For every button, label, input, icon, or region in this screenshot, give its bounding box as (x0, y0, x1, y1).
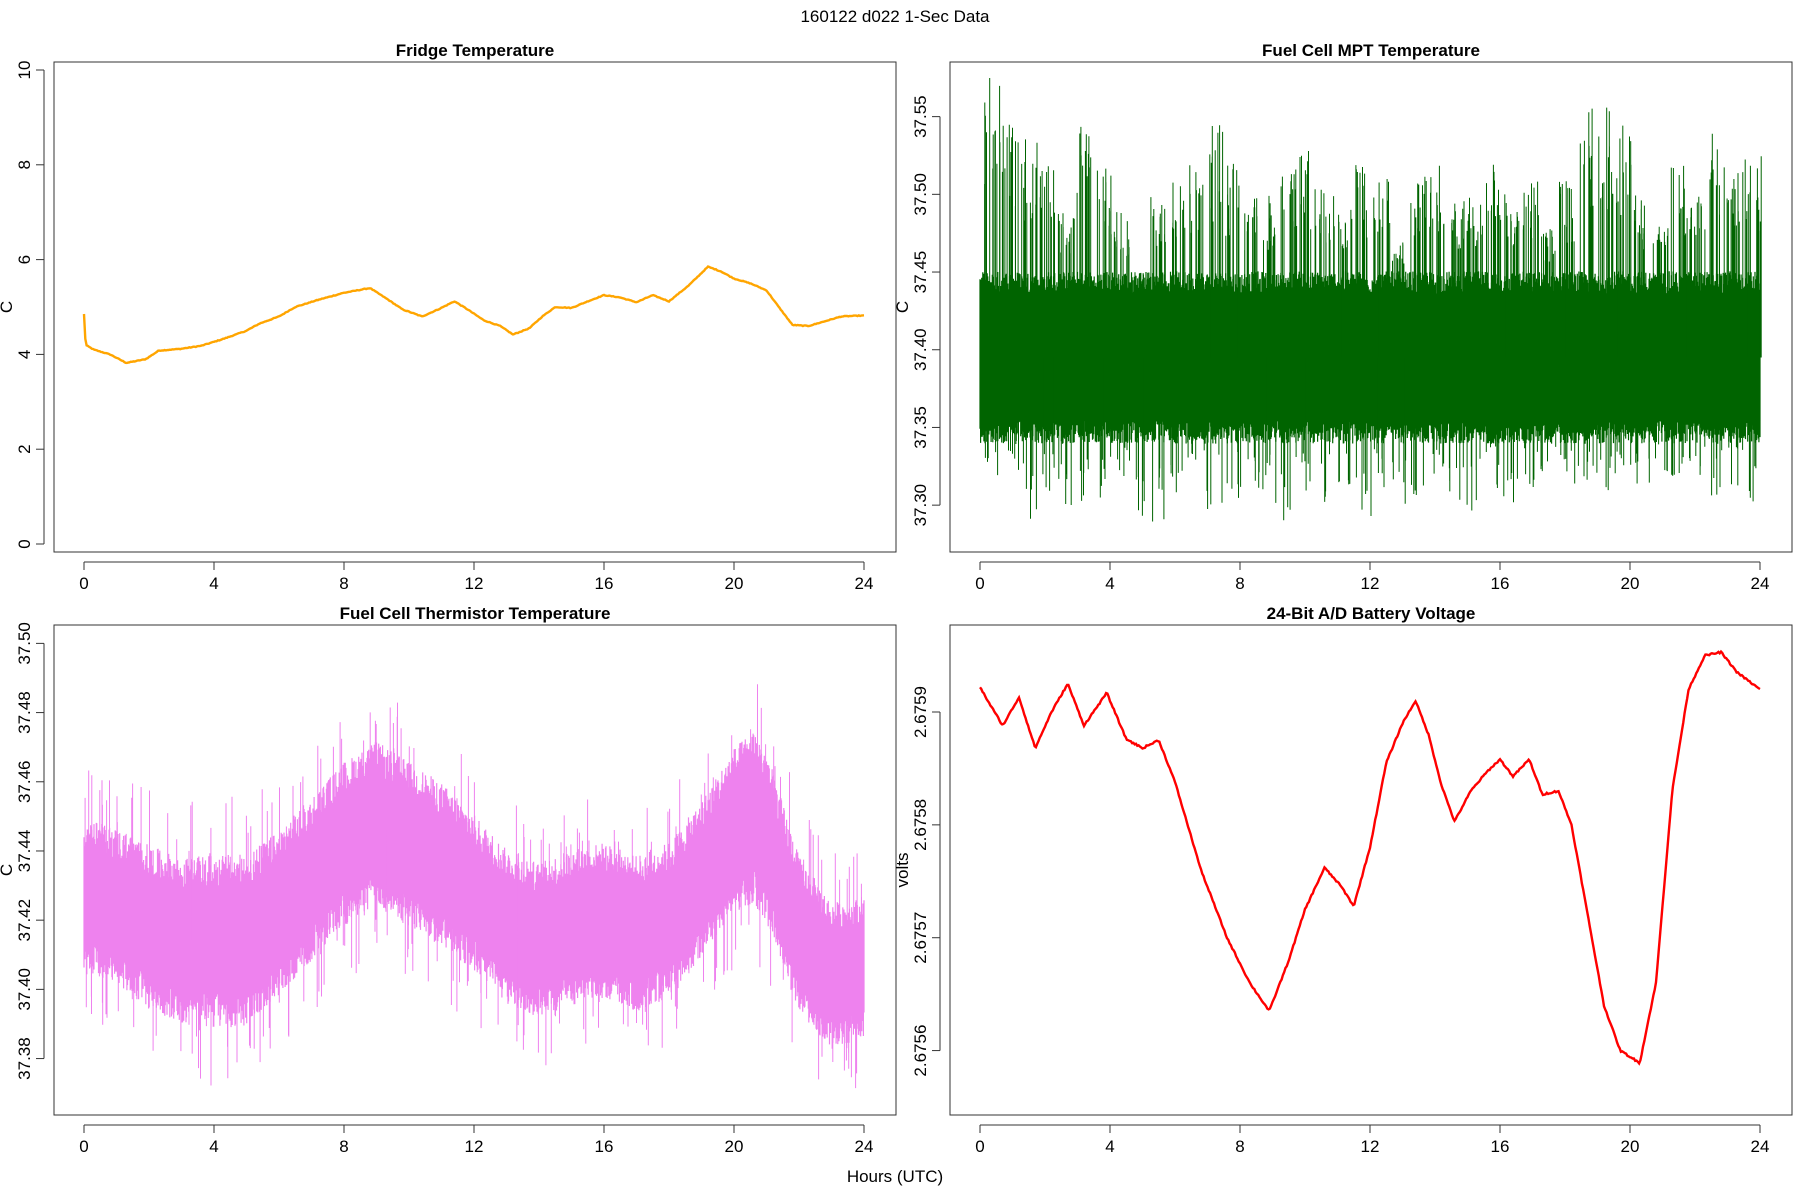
y-tick-label: 37.30 (911, 484, 930, 527)
x-tick-label: 4 (1105, 574, 1114, 593)
x-tick-label: 12 (465, 1137, 484, 1156)
series-line (979, 649, 1761, 1066)
x-tick-label: 24 (1751, 1137, 1770, 1156)
panel-title: Fridge Temperature (396, 41, 554, 60)
y-tick-label: 2.6759 (911, 686, 930, 738)
y-tick-label: 37.42 (15, 899, 34, 942)
x-tick-label: 24 (1751, 574, 1770, 593)
figure-title: 160122 d022 1-Sec Data (800, 7, 990, 26)
y-tick-label: 8 (15, 160, 34, 169)
x-tick-label: 0 (975, 574, 984, 593)
y-axis-label: C (893, 301, 912, 313)
x-tick-label: 0 (79, 1137, 88, 1156)
series-spikes (984, 78, 1762, 522)
panel-fridge-temperature: Fridge TemperatureC048121620240246810 (0, 41, 897, 593)
y-tick-label: 37.50 (911, 173, 930, 216)
plot-frame (949, 624, 1793, 1116)
plot-frame (53, 61, 897, 553)
x-tick-label: 8 (1235, 574, 1244, 593)
x-tick-label: 4 (209, 1137, 218, 1156)
y-tick-label: 37.38 (15, 1037, 34, 1080)
x-tick-label: 20 (1621, 1137, 1640, 1156)
x-tick-label: 16 (595, 574, 614, 593)
y-tick-label: 4 (15, 350, 34, 359)
x-tick-label: 24 (855, 1137, 874, 1156)
y-tick-label: 6 (15, 255, 34, 264)
y-tick-label: 2.6757 (911, 912, 930, 964)
y-tick-label: 2.6758 (911, 799, 930, 851)
series-spikes (84, 684, 862, 1089)
y-tick-label: 0 (15, 539, 34, 548)
x-tick-label: 20 (1621, 574, 1640, 593)
plot-frame (53, 624, 897, 1116)
y-tick-label: 2.6756 (911, 1025, 930, 1077)
y-tick-label: 10 (15, 61, 34, 80)
x-tick-label: 12 (465, 574, 484, 593)
x-tick-label: 4 (209, 574, 218, 593)
x-tick-label: 8 (1235, 1137, 1244, 1156)
panel-battery-voltage: 24-Bit A/D Battery Voltage volts 0 4 8 12 16 20… (893, 604, 1793, 1156)
figure-xlabel: Hours (UTC) (847, 1167, 943, 1186)
x-tick-label: 16 (1491, 1137, 1510, 1156)
series-band (83, 733, 865, 1049)
y-tick-label: 37.46 (15, 761, 34, 804)
y-tick-label: 37.50 (15, 622, 34, 665)
x-tick-label: 12 (1361, 1137, 1380, 1156)
y-tick-label: 37.35 (911, 406, 930, 449)
x-tick-label: 8 (339, 574, 348, 593)
y-tick-label: 37.48 (15, 691, 34, 734)
panel-fuel-cell-mpt-temperature: Fuel Cell MPT Temperature C 0 4 8 12 16 20 24 37.… (893, 41, 1793, 593)
y-tick-label: 2 (15, 444, 34, 453)
x-tick-label: 20 (725, 574, 744, 593)
y-tick-label: 37.45 (911, 251, 930, 294)
series-line (82, 265, 865, 365)
x-tick-label: 16 (595, 1137, 614, 1156)
x-tick-label: 8 (339, 1137, 348, 1156)
x-tick-label: 0 (975, 1137, 984, 1156)
x-tick-label: 16 (1491, 574, 1510, 593)
panel-title: 24-Bit A/D Battery Voltage (1267, 604, 1476, 623)
y-tick-label: 37.55 (911, 95, 930, 138)
y-tick-label: 37.44 (15, 830, 34, 873)
x-tick-label: 4 (1105, 1137, 1114, 1156)
x-tick-label: 0 (79, 574, 88, 593)
y-tick-label: 37.40 (911, 328, 930, 371)
panel-title: Fuel Cell MPT Temperature (1262, 41, 1480, 60)
x-tick-label: 24 (855, 574, 874, 593)
panel-fuel-cell-thermistor-temperature: Fuel Cell Thermistor Temperature C 0 4 8 12 16… (0, 604, 897, 1156)
plot-frame (949, 61, 1793, 553)
y-axis-label: volts (893, 853, 912, 888)
y-axis-label: C (0, 864, 16, 876)
y-axis-label: C (0, 301, 16, 313)
x-tick-label: 20 (725, 1137, 744, 1156)
y-tick-label: 37.40 (15, 968, 34, 1011)
x-tick-label: 12 (1361, 574, 1380, 593)
panel-title: Fuel Cell Thermistor Temperature (340, 604, 611, 623)
